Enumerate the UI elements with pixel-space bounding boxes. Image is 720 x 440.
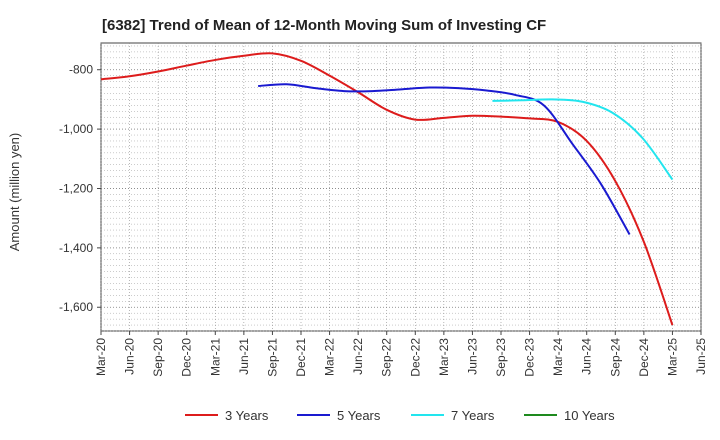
x-tick-label: Sep-20 [151,338,165,377]
y-tick-label: -1,200 [59,181,93,195]
legend-label-5-years: 5 Years [337,408,381,423]
x-tick-label: Sep-23 [494,338,508,377]
legend-label-10-years: 10 Years [564,408,615,423]
series-line-7-years [492,98,674,181]
x-tick-label: Jun-23 [465,338,479,375]
y-tick-label: -1,000 [59,122,93,136]
legend-label-3-years: 3 Years [225,408,269,423]
x-tick-label: Jun-20 [123,338,137,375]
x-tick-label: Sep-24 [608,338,622,377]
legend: 3 Years 5 Years 7 Years 10 Years [185,408,615,423]
x-tick-label: Mar-21 [208,338,222,376]
x-tick-label: Mar-25 [665,338,679,376]
y-tick-label: -1,400 [59,241,93,255]
y-tick-label: -800 [69,63,93,77]
plot-frame [100,42,702,332]
chart-title: [6382] Trend of Mean of 12-Month Moving … [102,17,546,34]
x-tick-label: Mar-23 [437,338,451,376]
series-line-3-years [100,52,674,326]
x-tick-label: Dec-24 [637,338,651,377]
legend-label-7-years: 7 Years [451,408,495,423]
y-tick-label: -1,600 [59,300,93,314]
x-tick-label: Jun-21 [237,338,251,375]
x-tick-label: Jun-22 [351,338,365,375]
x-tick-label: Jun-25 [694,338,708,375]
x-tick-label: Sep-21 [265,338,279,377]
plot-area: -800 -1,000 -1,200 -1,400 -1,600 Mar-20 Jun-20… [59,42,708,377]
x-tick-label: Dec-21 [294,338,308,377]
x-tick-label: Mar-24 [551,338,565,376]
x-tick-label: Dec-23 [523,338,537,377]
x-tick-label: Jun-24 [580,338,594,375]
y-axis-label: Amount (million yen) [7,133,22,252]
x-tick-label: Sep-22 [380,338,394,377]
x-tick-label: Mar-20 [94,338,108,376]
x-tick-label: Mar-22 [323,338,337,376]
x-tick-label: Dec-20 [180,338,194,377]
x-tick-label: Dec-22 [408,338,422,377]
series-line-5-years [258,83,631,235]
